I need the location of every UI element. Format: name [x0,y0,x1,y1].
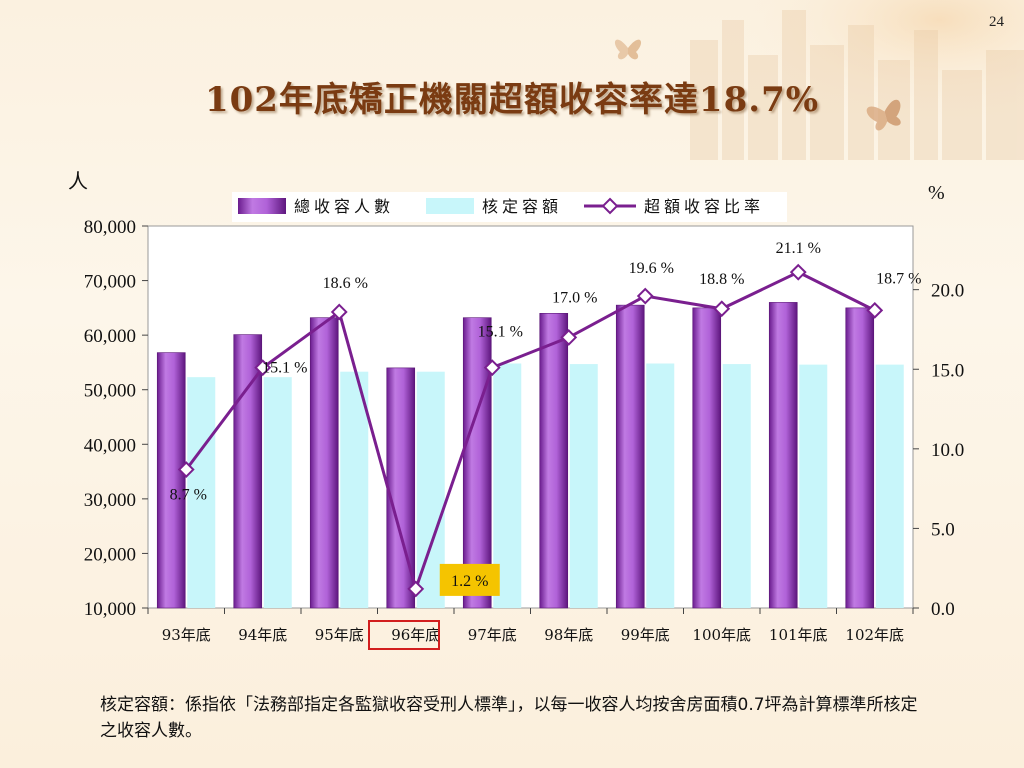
legend-swatch-capacity [426,198,474,214]
line-point-marker [560,329,578,346]
bar-approved-capacity [340,371,369,608]
butterfly-icon [614,39,642,60]
left-axis-tick-label: 10,000 [84,599,136,620]
legend-label-capacity: 核定容額 [482,197,562,216]
legend-marker-icon [601,197,619,215]
left-axis-tick-label: 20,000 [84,544,136,565]
line-point-marker [713,300,731,318]
city-skyline-decoration [690,10,1024,160]
line-data-label: 17.0 % [552,289,597,306]
bar-approved-capacity [799,364,828,608]
chart-legend: 總收容人數 核定容額 超額收容比率 [232,192,787,222]
highlight-label-bg [439,563,500,596]
highlight-box [368,620,440,650]
line-data-label: 15.1 % [478,324,523,341]
left-axis-tick-label: 80,000 [84,217,136,238]
x-axis-tick-label: 94年底 [238,626,287,644]
bar-total-inmates [156,352,186,609]
bar-approved-capacity [875,364,904,608]
left-axis-tick-label: 60,000 [84,326,136,347]
x-axis-tick-label: 102年底 [845,626,904,644]
bar-total-inmates [768,302,798,609]
bar-approved-capacity [722,364,751,608]
bar-total-inmates [233,334,263,609]
right-axis-tick-label: 20.0 [931,281,964,302]
line-data-label: 15.1 % [262,360,307,377]
left-axis-unit: 人 [68,169,88,193]
x-axis-tick-label: 93年底 [162,626,211,644]
footnote: 核定容額：係指依「法務部指定各監獄收容受刑人標準」，以每一收容人均按舍房面積0.… [100,695,918,741]
legend-background [232,192,787,222]
overcrowding-rate-line [185,270,876,594]
x-axis-tick-label: 96年底 [391,626,440,644]
right-axis-tick-label: 0.0 [931,599,955,620]
line-point-marker [330,303,348,321]
butterfly-icon [866,99,901,131]
x-axis-tick-label: 101年底 [769,626,828,644]
line-point-marker [789,263,807,281]
line-data-label: 18.8 % [699,271,744,288]
bar-approved-capacity [569,364,598,608]
left-axis-tick-label: 40,000 [84,435,136,456]
left-axis-tick-label: 70,000 [84,272,136,293]
line-point-marker [483,359,501,377]
line-point-marker [254,359,272,377]
bar-total-inmates [845,307,875,609]
slide-title: 102年底矯正機關超額收容率達18.7% [204,80,820,120]
right-axis-tick-label: 15.0 [931,360,964,381]
legend-swatch-total [238,198,286,214]
line-data-label: 1.2 % [451,573,488,590]
bar-approved-capacity [263,377,292,608]
x-axis-tick-label: 98年底 [544,626,593,644]
legend-label-rate: 超額收容比率 [644,197,764,216]
bar-total-inmates [309,317,339,609]
right-axis-unit: % [928,182,945,204]
bar-approved-capacity [646,363,675,608]
line-point-marker [177,461,195,478]
page-number: 24 [989,14,1004,30]
line-point-marker [407,580,425,598]
x-axis-tick-label: 95年底 [315,626,364,644]
line-data-label: 19.6 % [629,260,674,277]
right-axis-tick-label: 10.0 [931,440,964,461]
line-data-label: 8.7 % [170,487,207,504]
left-axis-tick-label: 50,000 [84,381,136,402]
line-point-marker [866,301,884,319]
plot-area [147,225,914,609]
legend-label-total: 總收容人數 [294,197,394,216]
left-axis-tick-label: 30,000 [84,490,136,511]
right-axis-tick-label: 5.0 [931,519,955,540]
line-data-label: 18.6 % [323,275,368,292]
x-axis-tick-label: 99年底 [621,626,670,644]
x-axis-tick-label: 100年底 [692,626,751,644]
x-axis-tick-label: 97年底 [468,626,517,644]
bar-total-inmates [615,304,645,609]
line-data-label: 18.7 % [876,270,921,287]
line-data-label: 21.1 % [776,240,821,257]
bar-approved-capacity [187,377,216,608]
bar-total-inmates [692,307,722,609]
bar-total-inmates [539,313,569,609]
line-point-marker [636,287,654,305]
